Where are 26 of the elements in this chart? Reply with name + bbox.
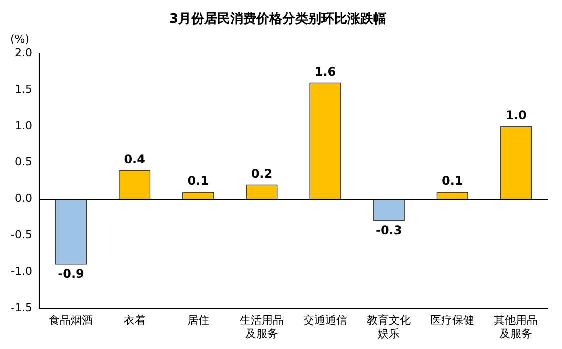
- y-tick-label: 0.5: [14, 156, 32, 169]
- x-tick-label: 衣着: [124, 314, 146, 328]
- data-label: 0.2: [251, 166, 273, 181]
- y-tick-label: 1.5: [14, 82, 32, 96]
- y-tick-label: 0.0: [14, 192, 32, 206]
- y-tick-label: 1.0: [14, 119, 32, 132]
- y-tick-label: -1.5: [10, 301, 32, 314]
- x-tick-label: 食品烟酒: [49, 314, 94, 328]
- chart-title: 3月份居民消费价格分类别环比涨跌幅: [169, 12, 387, 28]
- data-label: 0.4: [124, 152, 146, 166]
- y-tick-label: -0.5: [10, 228, 32, 242]
- data-label: 0.1: [442, 174, 464, 188]
- data-label: 1.0: [506, 108, 527, 123]
- data-label: 0.1: [188, 174, 210, 188]
- x-tick-label: 生活用品及服务: [240, 314, 284, 340]
- data-label: 1.6: [314, 64, 336, 79]
- x-tick-label: 其他用品及服务: [494, 314, 538, 340]
- x-tick-label: 交通通信: [304, 314, 348, 328]
- x-tick-label: 居住: [187, 314, 210, 328]
- x-tick-label: 教育文化娱乐: [367, 314, 412, 340]
- y-tick-label: 2.0: [14, 46, 32, 60]
- y-tick-label: -1.0: [10, 265, 32, 278]
- data-label: -0.9: [58, 267, 84, 282]
- x-tick-label: 医疗保健: [430, 314, 475, 328]
- data-label: -0.3: [376, 223, 402, 238]
- y-axis-title: (%): [10, 32, 30, 46]
